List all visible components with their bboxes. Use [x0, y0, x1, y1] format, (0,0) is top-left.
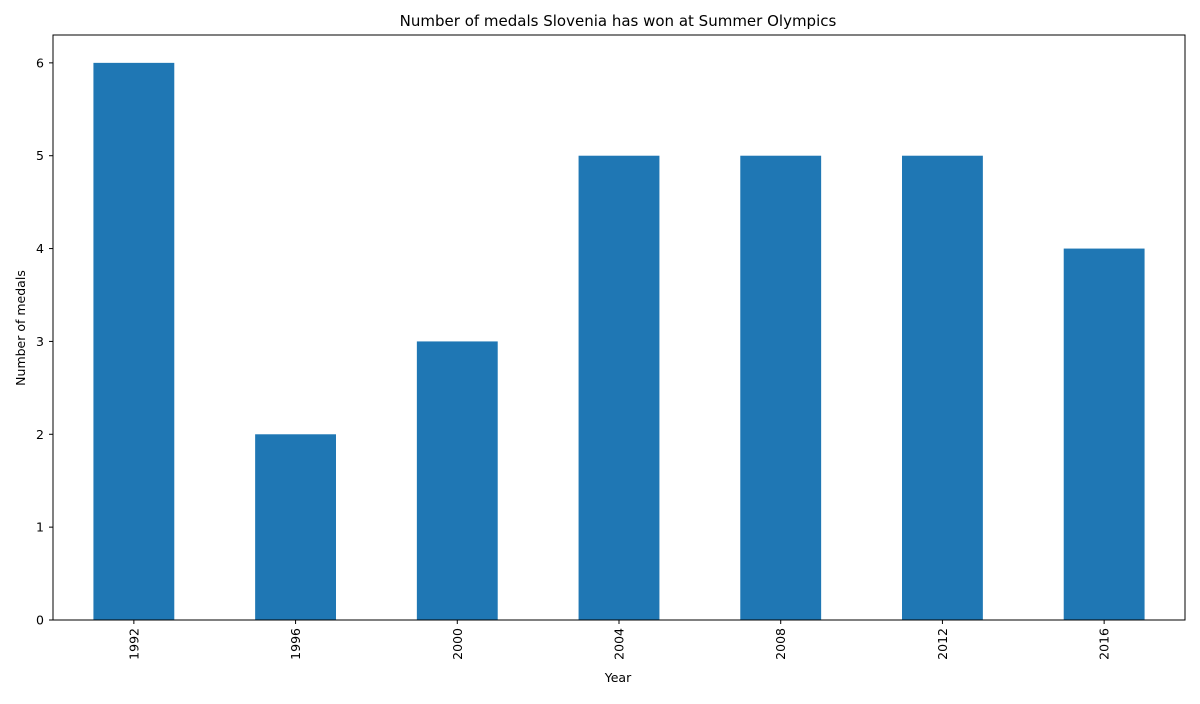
- bar-2012: [902, 155, 983, 620]
- x-tick-label: 1996: [288, 628, 303, 660]
- x-tick-label: 1992: [126, 628, 141, 660]
- bar-1996: [255, 434, 336, 620]
- x-tick-label: 2012: [935, 628, 950, 660]
- y-axis-label: Number of medals: [13, 270, 28, 386]
- bar-2008: [740, 155, 822, 620]
- y-tick-label: 3: [36, 334, 44, 349]
- y-tick-label: 1: [36, 520, 44, 535]
- bar-2016: [1063, 248, 1145, 621]
- x-tick-label: 2004: [612, 628, 627, 660]
- bar-1992: [93, 62, 175, 621]
- y-tick-label: 4: [36, 241, 44, 256]
- plot-area: 0 1 2 3 4 5 6 1992 1996 2000 2004 2008 2012 2016: [36, 34, 1186, 660]
- chart-title: Number of medals Slovenia has won at Sum…: [400, 12, 837, 30]
- x-tick-label: 2008: [773, 628, 788, 660]
- y-tick-label: 6: [36, 55, 44, 70]
- x-tick-label: 2000: [450, 628, 465, 660]
- y-tick-label: 0: [36, 613, 44, 628]
- x-tick-label: 2016: [1097, 628, 1112, 660]
- y-tick-label: 5: [36, 148, 44, 163]
- x-axis-label: Year: [604, 670, 632, 685]
- bar-2004: [578, 155, 660, 620]
- bar-2000: [416, 341, 498, 620]
- y-tick-label: 2: [36, 427, 44, 442]
